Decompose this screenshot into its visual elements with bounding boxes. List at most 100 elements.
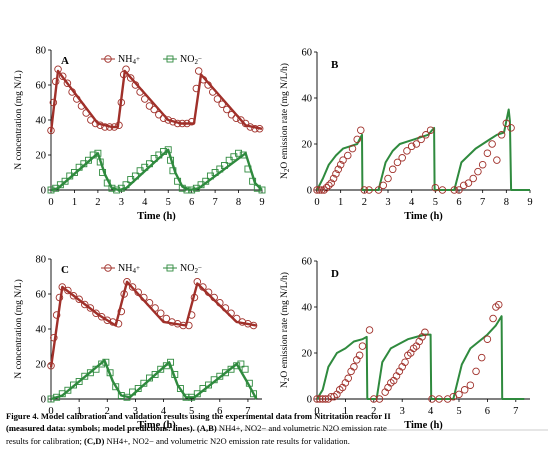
y-axis-label: N concentration (mg N/L) [13,70,24,169]
caption-panels-ab: (A,B) [196,423,217,434]
data-point [140,293,148,302]
label-part: − [198,264,202,272]
data-point [150,105,158,114]
data-point [199,385,207,392]
data-point [155,110,163,119]
data-point [85,156,92,164]
data-point [502,119,511,128]
x-tick-label: 5 [166,197,171,208]
data-point [258,186,266,194]
data-point [225,156,233,164]
data-point [193,277,202,286]
data-point [123,393,131,401]
data-point [167,358,175,366]
model-line-no2 [50,359,258,401]
x-axis-label: Time (h) [404,211,443,222]
data-point [249,177,257,185]
data-point [403,147,411,155]
data-point [488,140,496,148]
data-point [69,292,78,300]
data-point [162,362,170,370]
data-point [96,158,104,166]
data-point [117,184,125,192]
data-point [393,158,402,167]
data-point [173,320,182,328]
y-tick-label: 20 [302,349,313,360]
data-point [233,362,241,370]
data-point [379,181,388,190]
data-point [245,379,253,387]
data-point [230,153,238,161]
data-point [145,299,154,307]
data-point [102,358,110,366]
panel-a: 0 20 40 60 80 0 1 2 3 4 5 6 7 8 9 Time (h) N concentrati… [13,46,266,222]
data-point [204,288,213,297]
x-tick-label: 2 [95,197,100,208]
y-tick-label: 60 [302,257,313,268]
data-point [336,160,345,169]
y-tick-label: 20 [36,151,47,162]
x-tick-label: 3 [400,406,405,417]
data-point [58,390,66,398]
data-point [365,326,374,334]
y-tick-label: 60 [36,290,47,301]
data-point [70,169,78,176]
measured-no2 [47,146,266,194]
data-point [49,98,58,107]
data-point [151,371,159,378]
caption-line-3: results for calibration; (C,D) NH4+, NO2… [6,435,548,447]
x-tick-label: 1 [77,406,82,417]
x-tick-label: 0 [314,197,319,208]
data-point [232,114,240,122]
x-tick-label: 1 [72,197,77,208]
data-point [164,116,172,124]
caption-cd-text: NH4+, NO2− and volumetric N2O emission r… [104,435,350,446]
y-tick-label: 60 [302,48,313,59]
data-point [250,390,258,398]
data-point [211,169,219,176]
data-point [136,167,144,175]
data-point [384,174,392,183]
legend: NH4+ NO2− [101,54,202,66]
data-point [428,395,436,403]
measured-nh4 [47,65,264,135]
data-point [117,98,126,107]
label-part: N [280,172,290,179]
data-point [495,300,503,309]
data-point [241,365,249,373]
data-point [210,293,218,302]
data-point [193,390,201,398]
data-point [164,146,172,154]
data-point [183,186,191,194]
label-part: 4 [132,267,136,275]
y-tick-label: 20 [36,360,47,371]
data-point [313,395,321,403]
data-point [162,314,171,323]
y-tick-label: 20 [302,140,313,151]
data-point [115,121,123,129]
data-point [101,123,109,131]
data-point [97,313,106,321]
data-point [438,186,447,194]
label-part: NH [118,54,132,65]
data-point [141,95,149,103]
data-point [103,316,112,325]
data-point [73,95,81,103]
panel-letter: C [61,264,69,276]
y-tick-label: 40 [302,303,313,314]
data-point [239,151,247,159]
data-point [141,163,149,171]
data-point [235,149,243,157]
legend-label-no2: NO2− [180,263,202,275]
data-point [455,390,463,399]
data-point [47,186,55,194]
data-point [171,371,179,378]
data-point [375,395,384,403]
data-point [94,149,102,157]
data-point [398,154,406,162]
data-point [157,365,165,373]
x-tick-label: 1 [338,197,343,208]
data-point [357,126,365,134]
